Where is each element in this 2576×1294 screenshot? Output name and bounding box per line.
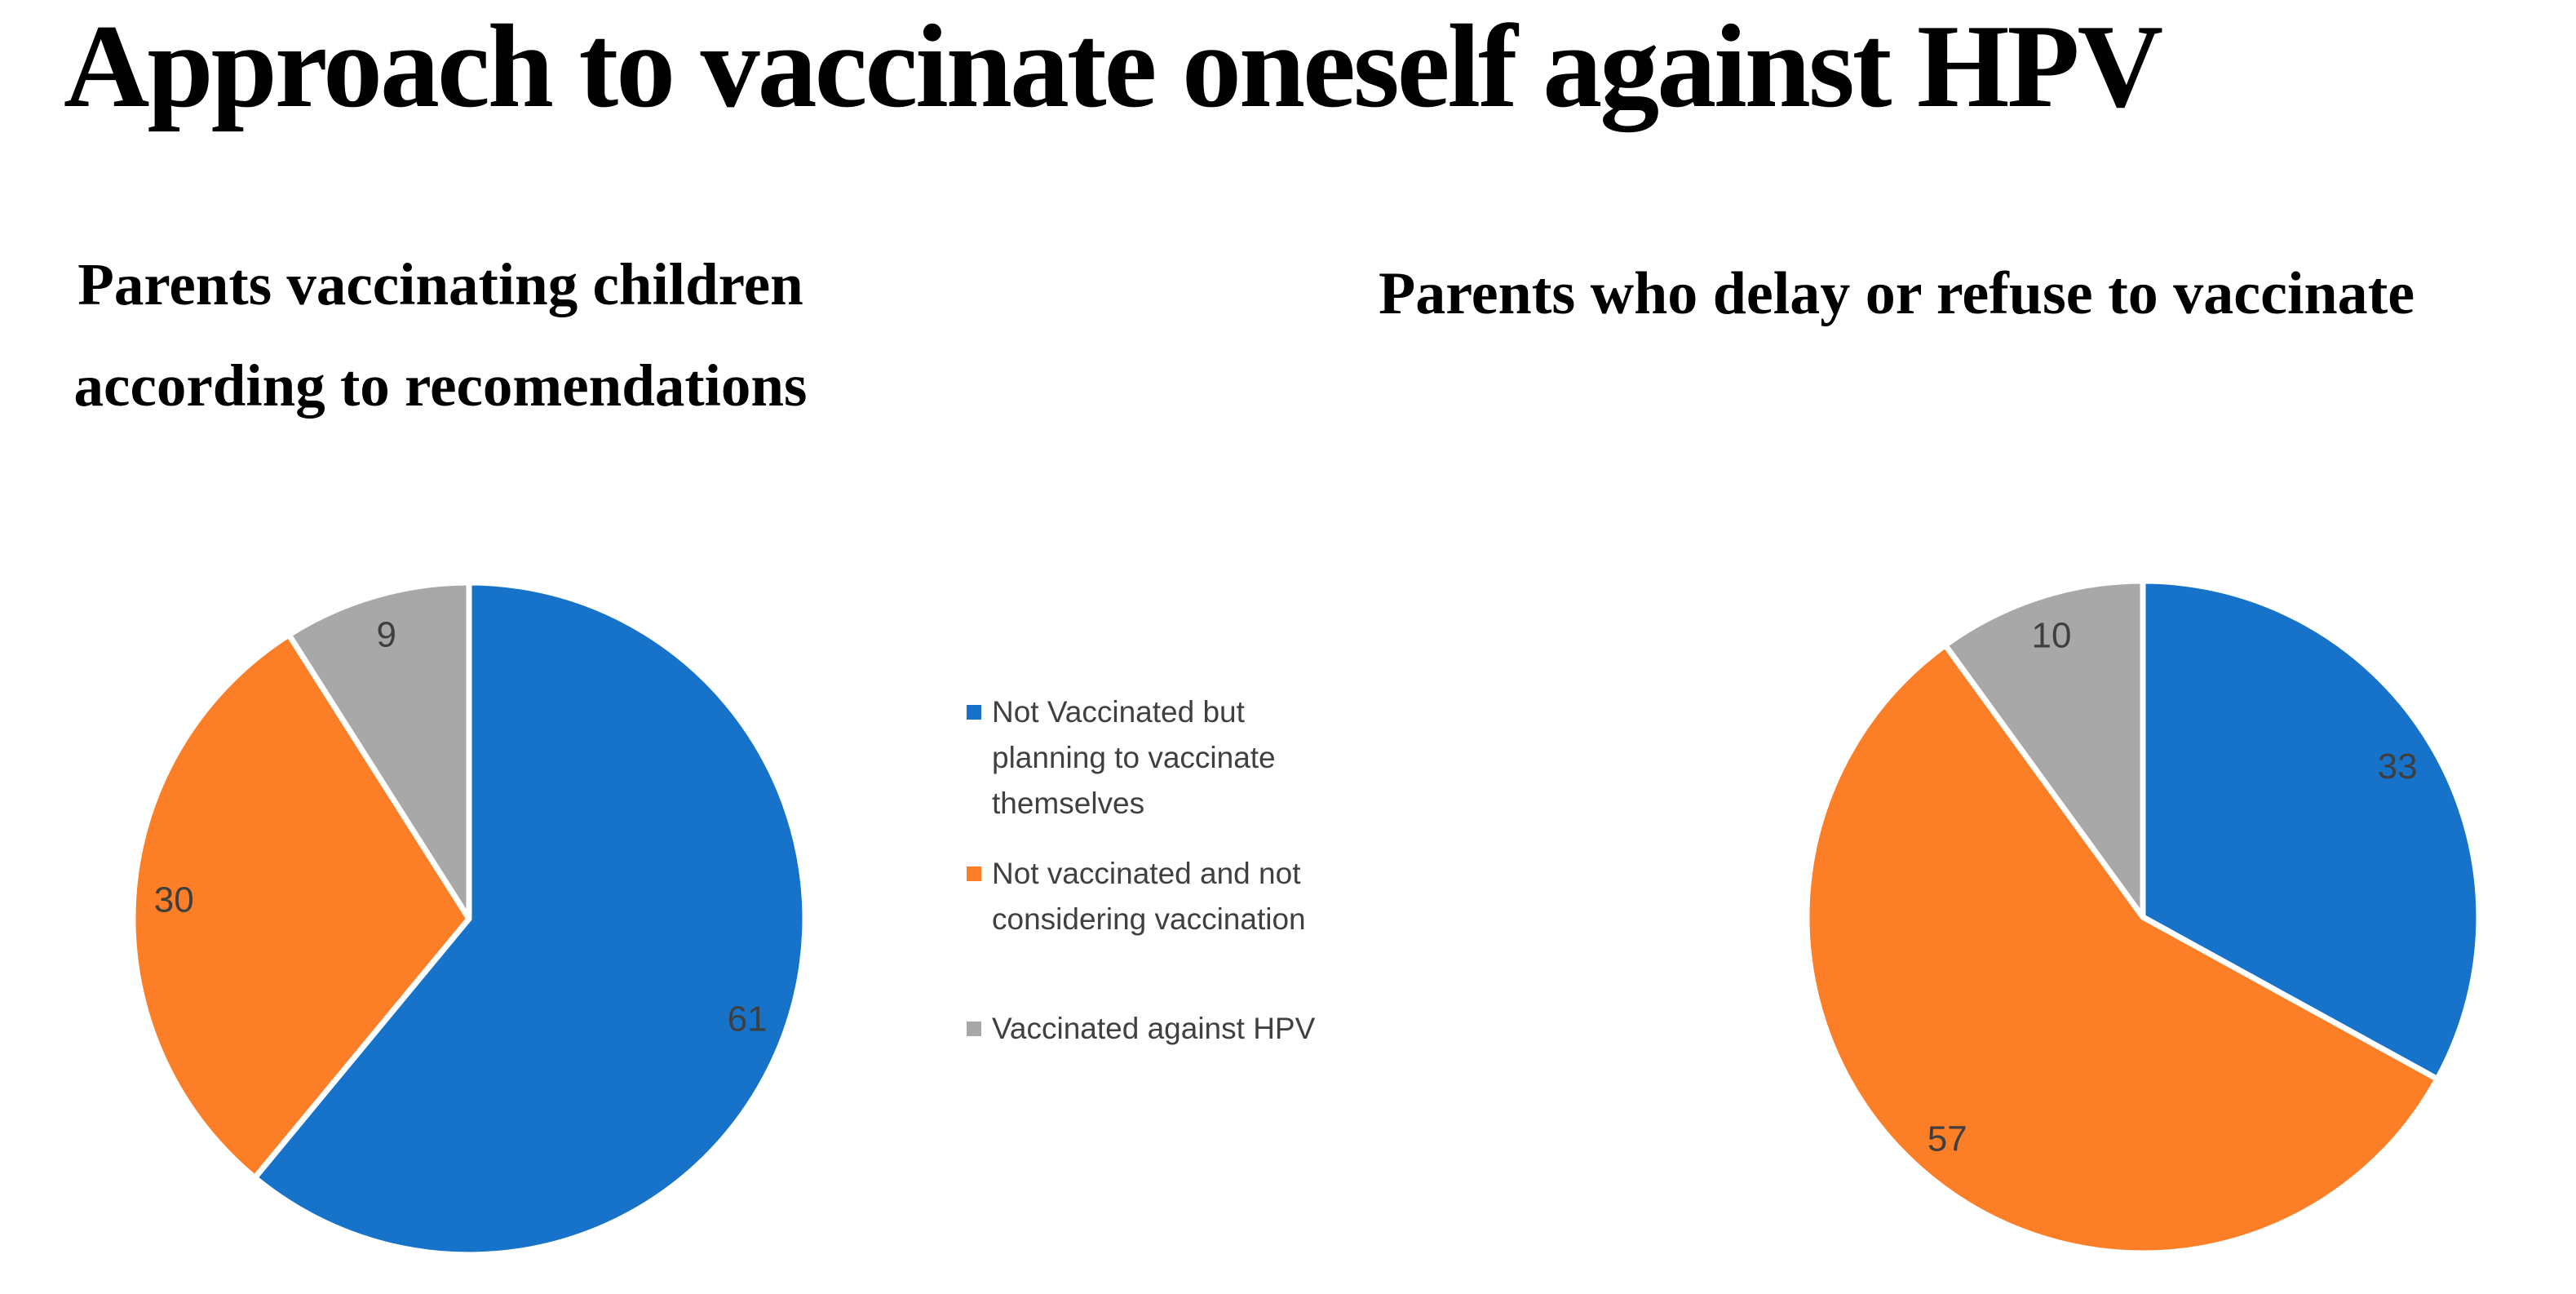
legend-label-line: planning to vaccinate bbox=[992, 741, 1276, 774]
figure-title: Approach to vaccinate oneself against HP… bbox=[64, 0, 2163, 132]
legend-label-not-vaccinated-planning: Not Vaccinated but planning to vaccinate… bbox=[992, 689, 1276, 826]
pie-slice-not-vaccinated-planning bbox=[2140, 578, 2482, 1082]
slice-value-label-not-vaccinated-planning: 33 bbox=[2378, 747, 2418, 787]
legend-label-line: themselves bbox=[992, 787, 1145, 820]
legend-item-not-vaccinated-planning: Not Vaccinated but planning to vaccinate… bbox=[967, 689, 1358, 826]
legend: Not Vaccinated but planning to vaccinate… bbox=[967, 689, 1358, 1052]
legend-label-vaccinated-against-hpv: Vaccinated against HPV bbox=[992, 1006, 1315, 1052]
slice-value-label-vaccinated-against-hpv: 9 bbox=[377, 614, 396, 654]
left-pie-title: Parents vaccinating children according t… bbox=[0, 234, 881, 437]
legend-label-line: Not Vaccinated but bbox=[992, 695, 1245, 729]
legend-swatch-blue-icon bbox=[967, 705, 981, 720]
legend-item-not-vaccinated-not-considering: Not vaccinated and not considering vacci… bbox=[967, 851, 1358, 942]
left-pie-title-line2: according to recomendations bbox=[73, 352, 808, 419]
slice-value-label-not-vaccinated-planning: 61 bbox=[728, 999, 768, 1039]
legend-label-line: Not vaccinated and not bbox=[992, 857, 1301, 890]
pie-chart-left: 61 30 9 bbox=[130, 579, 808, 1258]
slice-value-label-not-vaccinated-not-considering: 57 bbox=[1928, 1119, 1967, 1159]
left-pie-title-line1: Parents vaccinating children bbox=[77, 251, 803, 317]
legend-swatch-gray-icon bbox=[967, 1021, 981, 1036]
slice-value-label-vaccinated-against-hpv: 10 bbox=[2032, 616, 2072, 656]
legend-swatch-orange-icon bbox=[967, 866, 981, 881]
right-pie-title: Parents who delay or refuse to vaccinate bbox=[1379, 260, 2415, 327]
pie-slice-not-vaccinated-not-considering bbox=[1804, 642, 2441, 1256]
slice-value-label-not-vaccinated-not-considering: 30 bbox=[154, 880, 194, 920]
pie-slice-vaccinated-against-hpv bbox=[1942, 578, 2146, 920]
legend-label-line: Vaccinated against HPV bbox=[992, 1012, 1316, 1045]
legend-label-line: considering vaccination bbox=[992, 902, 1306, 936]
pie-slice-not-vaccinated-not-considering bbox=[130, 631, 472, 1181]
legend-label-not-vaccinated-not-considering: Not vaccinated and not considering vacci… bbox=[992, 851, 1306, 942]
legend-item-vaccinated-against-hpv: Vaccinated against HPV bbox=[967, 1006, 1358, 1052]
pie-slice-vaccinated-against-hpv bbox=[285, 579, 472, 922]
pie-slice-not-vaccinated-planning bbox=[251, 579, 808, 1258]
pie-chart-right: 33 57 10 bbox=[1804, 578, 2482, 1256]
